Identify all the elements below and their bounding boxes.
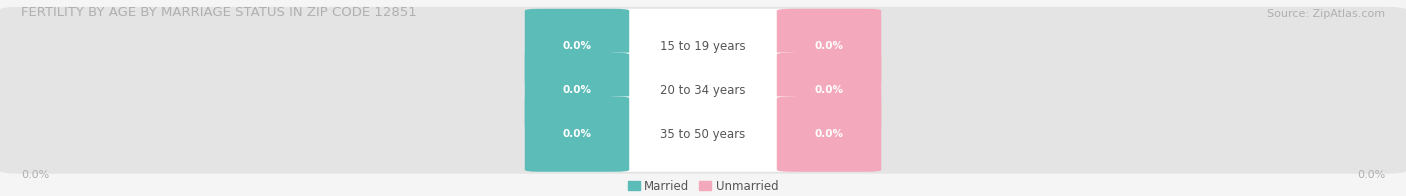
FancyBboxPatch shape: [0, 7, 1406, 86]
Text: Source: ZipAtlas.com: Source: ZipAtlas.com: [1267, 9, 1385, 19]
FancyBboxPatch shape: [606, 53, 800, 128]
Text: 0.0%: 0.0%: [814, 85, 844, 95]
Text: 0.0%: 0.0%: [1357, 170, 1385, 180]
FancyBboxPatch shape: [524, 9, 630, 84]
FancyBboxPatch shape: [0, 94, 1406, 174]
Text: 0.0%: 0.0%: [814, 42, 844, 52]
Text: 0.0%: 0.0%: [814, 129, 844, 139]
Text: 35 to 50 years: 35 to 50 years: [661, 128, 745, 141]
Text: 0.0%: 0.0%: [562, 42, 592, 52]
Text: 0.0%: 0.0%: [562, 85, 592, 95]
FancyBboxPatch shape: [606, 9, 800, 84]
Legend: Married, Unmarried: Married, Unmarried: [628, 180, 778, 193]
FancyBboxPatch shape: [606, 96, 800, 172]
FancyBboxPatch shape: [0, 51, 1406, 130]
FancyBboxPatch shape: [524, 53, 630, 128]
FancyBboxPatch shape: [776, 53, 882, 128]
Text: 0.0%: 0.0%: [562, 129, 592, 139]
Text: 20 to 34 years: 20 to 34 years: [661, 84, 745, 97]
Text: 15 to 19 years: 15 to 19 years: [661, 40, 745, 53]
FancyBboxPatch shape: [524, 96, 630, 172]
FancyBboxPatch shape: [776, 9, 882, 84]
FancyBboxPatch shape: [776, 96, 882, 172]
Text: FERTILITY BY AGE BY MARRIAGE STATUS IN ZIP CODE 12851: FERTILITY BY AGE BY MARRIAGE STATUS IN Z…: [21, 6, 416, 19]
Text: 0.0%: 0.0%: [21, 170, 49, 180]
